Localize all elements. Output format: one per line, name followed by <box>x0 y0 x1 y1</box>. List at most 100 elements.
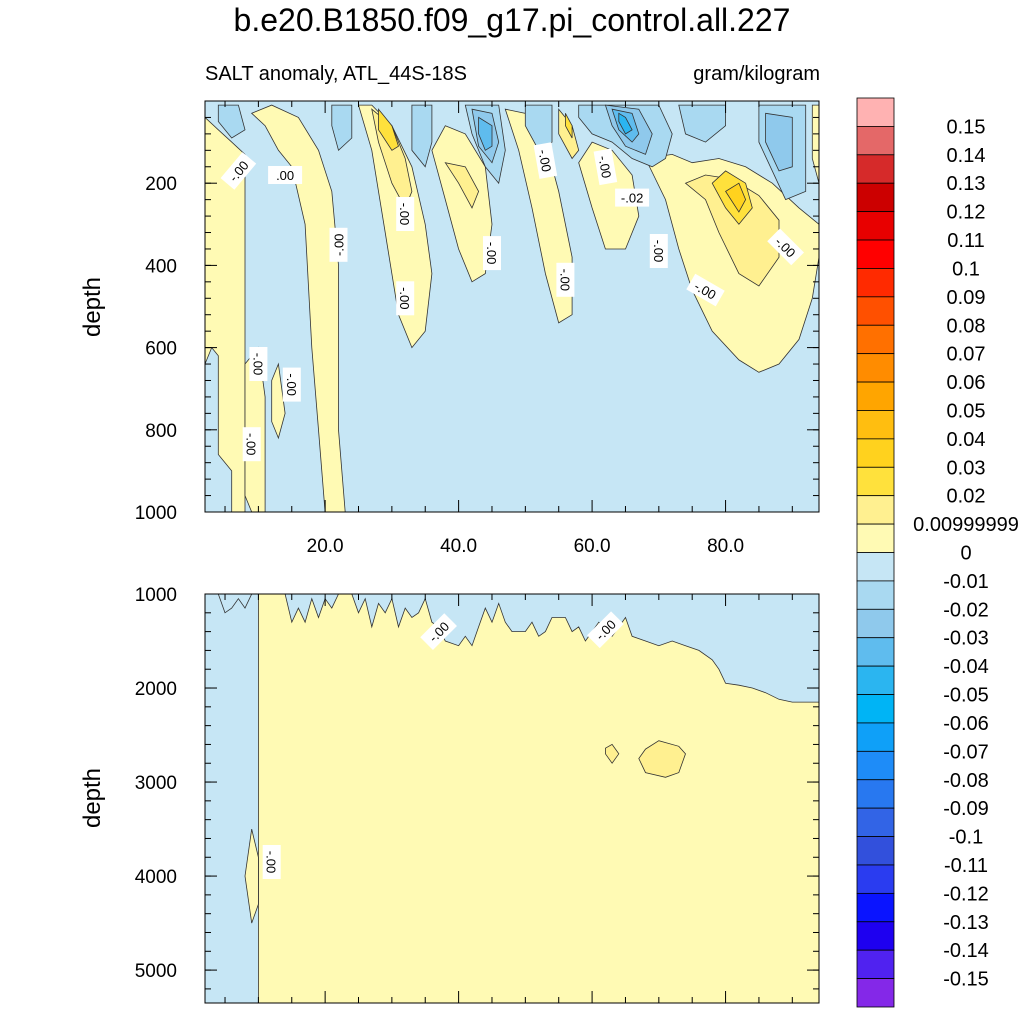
colorbar-label: 0.15 <box>947 116 986 138</box>
upper-y-tick-label: 400 <box>145 256 177 277</box>
contour-label-text: .00 <box>276 168 294 183</box>
contour-label-box <box>282 367 301 402</box>
upper-contour-label: -.00 <box>282 367 301 402</box>
lower-y-tick-label: 2000 <box>135 679 177 700</box>
colorbar-label: -0.14 <box>943 940 989 962</box>
contour-label-box <box>396 281 415 316</box>
colorbar-swatch <box>856 410 895 440</box>
upper-contour-label: -.00 <box>767 228 804 266</box>
upper-contour-label: -.00 <box>556 262 575 297</box>
colorbar-swatch <box>856 665 895 695</box>
upper-contour-region-31 <box>618 112 633 135</box>
lower-plot-frame <box>204 593 820 1004</box>
contour-label-text: -.02 <box>621 191 643 206</box>
colorbar-label: -0.07 <box>943 741 989 763</box>
upper-contour-label: -.00 <box>249 347 268 381</box>
colorbar-swatch <box>856 268 895 298</box>
upper-contour-label: -.00 <box>593 148 618 186</box>
upper-contour-region-29 <box>478 116 493 151</box>
colorbar-label: 0.07 <box>947 344 986 366</box>
colorbar-swatch <box>856 779 895 809</box>
upper-contour-region-15 <box>725 182 747 213</box>
contour-label-text: -.00 <box>651 240 666 262</box>
colorbar-label: -0.05 <box>943 685 989 707</box>
lower-y-axis-label: depth <box>79 768 106 828</box>
lower-y-tick-label: 1000 <box>135 585 177 606</box>
colorbar-label: -0.09 <box>943 798 989 820</box>
lower-y-tick-label: 4000 <box>135 867 177 888</box>
lower-contour-region-3 <box>638 740 686 778</box>
colorbar-label: -0.06 <box>943 713 989 735</box>
contour-label-box <box>249 347 268 381</box>
upper-panel-contours <box>205 101 819 512</box>
contour-label-text: -.00 <box>397 203 412 225</box>
upper-contour-region-3 <box>271 362 286 440</box>
colorbar-label: 0.14 <box>947 145 986 167</box>
colorbar-swatch <box>856 949 895 979</box>
lower-contour-region-0 <box>205 594 259 1003</box>
upper-contour-region-28 <box>765 112 793 172</box>
upper-contour-label: -.00 <box>242 427 261 462</box>
lower-panel-contours <box>205 594 819 1003</box>
colorbar-label: 0.03 <box>947 457 986 479</box>
colorbar-swatch <box>856 353 895 383</box>
contour-label-text: -.00 <box>284 373 299 395</box>
contour-label-box <box>268 166 303 184</box>
upper-x-tick-label: 60.0 <box>574 536 611 557</box>
panel-subtitle: SALT anomaly, ATL_44S-18S <box>205 63 468 85</box>
lower-contour-region-2 <box>258 594 819 703</box>
contour-label-text: -.00 <box>536 148 555 173</box>
upper-contour-label: -.00 <box>396 281 415 316</box>
lower-contour-region-4 <box>605 743 620 764</box>
colorbar-label: -0.01 <box>943 571 989 593</box>
colorbar-swatch <box>856 552 895 582</box>
colorbar-swatch <box>856 694 895 724</box>
upper-y-tick-label: 1000 <box>135 503 177 524</box>
colorbar-swatch <box>856 381 895 411</box>
colorbar-label: -0.12 <box>943 883 989 905</box>
colorbar-label: -0.15 <box>943 969 989 991</box>
contour-label-box <box>220 152 257 190</box>
colorbar-swatch <box>856 466 895 497</box>
upper-contour-label: -.00 <box>396 197 415 231</box>
upper-contour-region-19 <box>331 104 353 152</box>
contour-label-box <box>587 611 624 649</box>
contour-label-text: -.00 <box>557 269 572 291</box>
contour-label-box <box>556 262 575 297</box>
colorbar-label: 0.1 <box>952 258 980 280</box>
upper-contour-region-24 <box>678 104 726 143</box>
upper-contour-label: -.00 <box>329 227 348 262</box>
colorbar-swatch <box>856 296 895 326</box>
contour-label-text: -.00 <box>250 353 265 375</box>
colorbar-label: -0.08 <box>943 770 989 792</box>
colorbar-swatch <box>856 126 895 156</box>
upper-contour-label: .00 <box>268 166 303 184</box>
upper-contour-region-9 <box>811 104 819 184</box>
upper-contour-region-7 <box>578 141 640 250</box>
upper-x-tick-label: 80.0 <box>707 536 744 557</box>
contour-label-box <box>329 227 348 262</box>
upper-contour-region-17 <box>565 113 573 139</box>
colorbar-swatch <box>856 324 895 355</box>
colorbar-label: 0.06 <box>947 372 986 394</box>
colorbar-label: 0.12 <box>947 202 986 224</box>
colorbar-swatch <box>856 722 895 752</box>
upper-y-axis-label: depth <box>79 277 106 337</box>
colorbar-swatch <box>856 154 895 184</box>
upper-contour-label: -.00 <box>533 142 558 179</box>
colorbar-swatch <box>856 892 895 923</box>
upper-contour-region-20 <box>411 104 433 168</box>
colorbar-swatch <box>856 97 895 127</box>
contour-label-box <box>242 427 261 462</box>
colorbar-swatch <box>856 864 895 894</box>
upper-y-tick-label: 800 <box>145 421 177 442</box>
colorbar-swatch <box>856 523 895 553</box>
lower-y-tick-label: 3000 <box>135 773 177 794</box>
colorbar-swatch <box>856 978 895 1008</box>
colorbar-label: -0.04 <box>943 656 989 678</box>
colorbar-label: -0.02 <box>943 599 989 621</box>
upper-x-tick-label: 40.0 <box>440 536 477 557</box>
upper-y-tick-label: 200 <box>145 174 177 195</box>
lower-contour-label: -.00 <box>262 845 281 879</box>
contour-label-text: -.00 <box>264 851 279 873</box>
